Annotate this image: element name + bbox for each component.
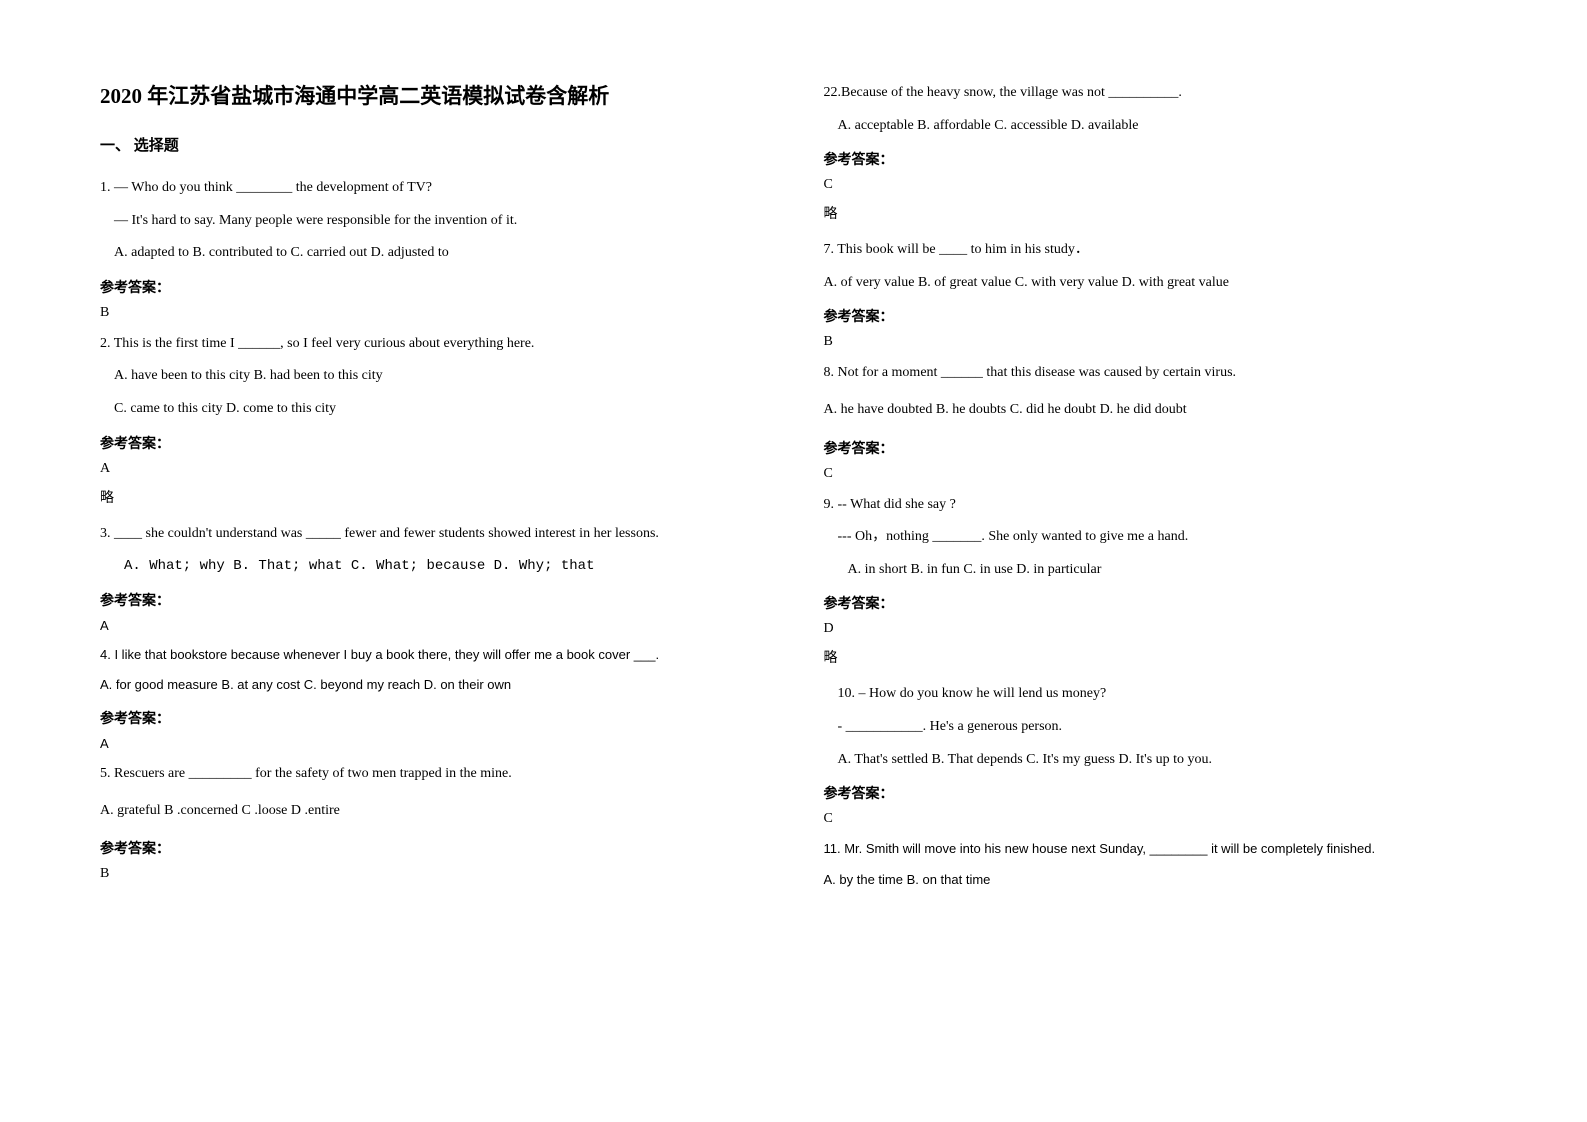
q2-line1: 2. This is the first time I ______, so I…	[100, 331, 764, 358]
q1-options: A. adapted to B. contributed to C. carri…	[100, 240, 764, 267]
answer-label: 参考答案：	[824, 149, 1488, 169]
answer-label: 参考答案：	[824, 593, 1488, 613]
answer-label: 参考答案：	[100, 708, 764, 728]
q8-line1: 8. Not for a moment ______ that this dis…	[824, 360, 1488, 387]
q4-line1: 4. I like that bookstore because wheneve…	[100, 643, 764, 668]
question-9: 9. -- What did she say ? --- Oh，nothing …	[824, 492, 1488, 668]
question-11: 11. Mr. Smith will move into his new hou…	[824, 837, 1488, 892]
q9-answer: D	[824, 621, 1488, 637]
q4-answer: A	[100, 736, 764, 751]
answer-label: 参考答案：	[824, 783, 1488, 803]
question-10: 10. – How do you know he will lend us mo…	[824, 681, 1488, 827]
q4-options: A. for good measure B. at any cost C. be…	[100, 673, 764, 698]
question-1: 1. — Who do you think ________ the devel…	[100, 175, 764, 321]
question-2: 2. This is the first time I ______, so I…	[100, 331, 764, 507]
q7-line1: 7. This book will be ____ to him in his …	[824, 237, 1488, 264]
question-4: 4. I like that bookstore because wheneve…	[100, 643, 764, 751]
q7-answer: B	[824, 334, 1488, 350]
question-3: 3. ____ she couldn't understand was ____…	[100, 521, 764, 633]
q9-options: A. in short B. in fun C. in use D. in pa…	[824, 557, 1488, 584]
q8-answer: C	[824, 466, 1488, 482]
q10-line1: 10. – How do you know he will lend us mo…	[824, 681, 1488, 708]
q11-line1: 11. Mr. Smith will move into his new hou…	[824, 837, 1488, 862]
q5-line1: 5. Rescuers are _________ for the safety…	[100, 761, 764, 788]
q3-answer: A	[100, 618, 764, 633]
left-column: 2020 年江苏省盐城市海通中学高二英语模拟试卷含解析 一、 选择题 1. — …	[100, 80, 764, 1082]
answer-label: 参考答案：	[100, 277, 764, 297]
q3-options: A. What; why B. That; what C. What; beca…	[100, 553, 764, 580]
q6-answer: C	[824, 177, 1488, 193]
q10-line2: - ___________. He's a generous person.	[824, 714, 1488, 741]
q9-line1: 9. -- What did she say ?	[824, 492, 1488, 519]
q10-options: A. That's settled B. That depends C. It'…	[824, 747, 1488, 774]
q2-optsB: C. came to this city D. come to this cit…	[100, 396, 764, 423]
q6-options: A. acceptable B. affordable C. accessibl…	[824, 113, 1488, 140]
q3-line1: 3. ____ she couldn't understand was ____…	[100, 521, 764, 548]
question-5: 5. Rescuers are _________ for the safety…	[100, 761, 764, 882]
right-column: 22.Because of the heavy snow, the villag…	[824, 80, 1488, 1082]
question-8: 8. Not for a moment ______ that this dis…	[824, 360, 1488, 481]
q7-options: A. of very value B. of great value C. wi…	[824, 270, 1488, 297]
q1-line2: — It's hard to say. Many people were res…	[100, 208, 764, 235]
q5-options: A. grateful B .concerned C .loose D .ent…	[100, 798, 764, 825]
answer-label: 参考答案：	[100, 590, 764, 610]
question-6: 22.Because of the heavy snow, the villag…	[824, 80, 1488, 223]
q2-answer: A	[100, 461, 764, 477]
q6-line1: 22.Because of the heavy snow, the villag…	[824, 80, 1488, 107]
exam-title: 2020 年江苏省盐城市海通中学高二英语模拟试卷含解析	[100, 80, 764, 110]
answer-label: 参考答案：	[100, 433, 764, 453]
q1-answer: B	[100, 305, 764, 321]
answer-label: 参考答案：	[100, 838, 764, 858]
question-7: 7. This book will be ____ to him in his …	[824, 237, 1488, 350]
q2-optsA: A. have been to this city B. had been to…	[100, 363, 764, 390]
q2-note: 略	[100, 487, 764, 507]
q10-answer: C	[824, 811, 1488, 827]
q8-options: A. he have doubted B. he doubts C. did h…	[824, 397, 1488, 424]
q9-note: 略	[824, 647, 1488, 667]
q9-line2: --- Oh，nothing _______. She only wanted …	[824, 524, 1488, 551]
q6-note: 略	[824, 203, 1488, 223]
section-heading: 一、 选择题	[100, 134, 764, 155]
answer-label: 参考答案：	[824, 306, 1488, 326]
q11-options: A. by the time B. on that time	[824, 868, 1488, 893]
q1-line1: 1. — Who do you think ________ the devel…	[100, 175, 764, 202]
answer-label: 参考答案：	[824, 438, 1488, 458]
q5-answer: B	[100, 866, 764, 882]
